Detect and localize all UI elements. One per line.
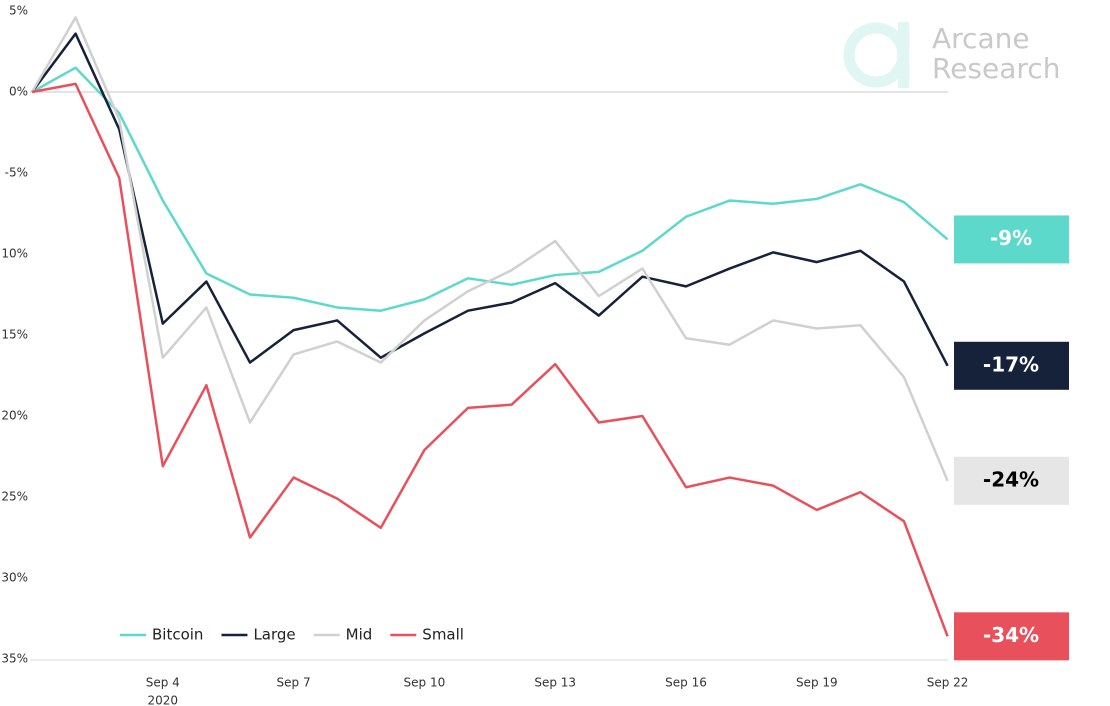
end-label: -9%	[990, 226, 1032, 250]
y-tick-label: 30%	[1, 571, 28, 585]
end-label-box	[954, 341, 1069, 390]
y-tick-label: 25%	[1, 490, 28, 504]
legend-label: Large	[253, 626, 295, 644]
y-tick-label: 35%	[1, 652, 28, 666]
watermark: Research	[932, 52, 1060, 85]
x-sublabel: 2020	[148, 694, 179, 706]
logo-bar	[898, 22, 909, 88]
end-label-box	[954, 612, 1069, 661]
legend-label: Mid	[346, 626, 373, 644]
logo-ring	[843, 22, 909, 88]
end-label: -24%	[983, 467, 1039, 491]
x-tick-label: Sep 19	[796, 676, 838, 690]
watermark: Arcane	[932, 22, 1030, 55]
x-tick-label: Sep 10	[404, 676, 446, 690]
series-line	[31, 82, 949, 637]
x-tick-label: Sep 7	[277, 676, 311, 690]
x-tick-label: Sep 22	[927, 676, 969, 690]
end-label: -34%	[983, 623, 1039, 647]
y-tick-label: 5%	[9, 4, 28, 18]
y-tick-label: 0%	[9, 85, 28, 99]
legend-label: Bitcoin	[152, 626, 203, 644]
logo	[843, 22, 909, 88]
legend-label: Small	[422, 626, 464, 644]
series-line	[30, 32, 949, 367]
end-label: -17%	[983, 352, 1039, 376]
x-tick-label: Sep 16	[665, 676, 707, 690]
y-tick-label: 20%	[1, 409, 28, 423]
series-line	[30, 16, 949, 482]
end-label-box	[954, 215, 1069, 264]
x-tick-label: Sep 13	[534, 676, 576, 690]
series-line	[31, 66, 949, 312]
y-tick-label: 10%	[1, 247, 28, 261]
y-tick-label: 15%	[1, 328, 28, 342]
end-label-box	[954, 456, 1069, 505]
y-tick-label: -5%	[5, 166, 28, 180]
x-tick-label: Sep 4	[146, 676, 180, 690]
